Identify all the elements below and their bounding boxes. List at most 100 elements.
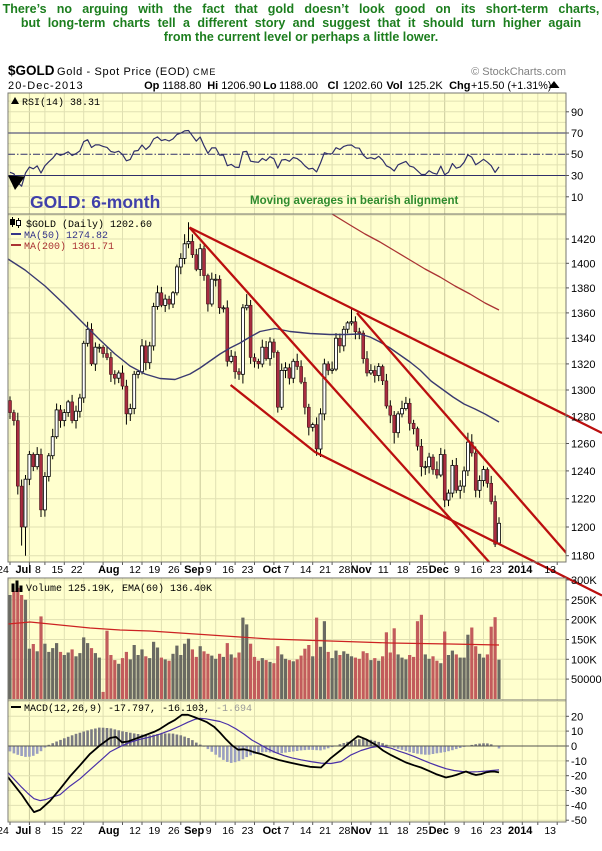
svg-text:GOLD: 6-month: GOLD: 6-month [30,192,160,212]
svg-text:8: 8 [35,564,41,576]
svg-text:Aug: Aug [98,825,119,837]
svg-text:22: 22 [71,825,83,837]
svg-text:9: 9 [454,564,460,576]
svg-text:Chg: Chg [449,80,470,92]
svg-text:21: 21 [319,564,331,576]
svg-text:15: 15 [51,825,63,837]
svg-text:Dec: Dec [429,825,449,837]
svg-text:1380: 1380 [571,283,595,295]
svg-text:CME: CME [193,67,217,77]
svg-text:Oct: Oct [263,564,282,576]
svg-text:13: 13 [544,825,556,837]
svg-text:1320: 1320 [571,359,595,371]
svg-text:22: 22 [71,564,83,576]
svg-text:9: 9 [454,825,460,837]
svg-text:23: 23 [242,564,254,576]
svg-text:7: 7 [283,825,289,837]
svg-text:10: 10 [571,192,583,204]
svg-text:Oct: Oct [263,825,282,837]
svg-text:2014: 2014 [508,564,533,576]
svg-text:16: 16 [222,564,234,576]
svg-text:1400: 1400 [571,258,595,270]
svg-text:50000: 50000 [571,674,602,686]
svg-text:24: 24 [0,564,9,576]
svg-text:1240: 1240 [571,466,595,478]
svg-text:Lo: Lo [263,80,277,92]
svg-text:$GOLD: $GOLD [8,63,55,78]
svg-text:Moving averages in bearish ali: Moving averages in bearish alignment [250,195,459,207]
svg-text:Jul: Jul [15,825,31,837]
svg-text:28: 28 [339,825,351,837]
svg-text:Sep: Sep [184,825,204,837]
svg-text:11: 11 [378,564,389,576]
svg-text:1360: 1360 [571,308,595,320]
svg-text:100K: 100K [571,654,597,666]
svg-text:Jul: Jul [15,564,31,576]
svg-text:Cl: Cl [328,80,339,92]
svg-text:14: 14 [300,564,312,576]
svg-text:13: 13 [544,564,556,576]
svg-text:16: 16 [471,825,483,837]
svg-text:25: 25 [416,825,428,837]
svg-text:12: 12 [129,825,141,837]
svg-text:9: 9 [206,825,212,837]
svg-text:MACD(12,26,9) -17.797, -16.103: MACD(12,26,9) -17.797, -16.103, [24,703,210,715]
svg-text:Op: Op [144,80,160,92]
svg-text:Sep: Sep [184,564,204,576]
svg-text:18: 18 [397,564,409,576]
svg-text:1206.90: 1206.90 [221,80,261,92]
svg-text:125.2K: 125.2K [408,80,444,92]
svg-text:© StockCharts.com: © StockCharts.com [471,66,566,78]
svg-text:16: 16 [222,825,234,837]
svg-text:1420: 1420 [571,234,595,246]
svg-text:-10: -10 [571,756,587,768]
svg-text:250K: 250K [571,595,597,607]
svg-text:Volume 125.19K, EMA(60) 136.40: Volume 125.19K, EMA(60) 136.40K [26,583,212,595]
svg-text:90: 90 [571,107,583,119]
svg-text:1220: 1220 [571,494,595,506]
svg-text:24: 24 [0,825,9,837]
svg-text:1188.00: 1188.00 [279,80,318,92]
svg-text:-1.694: -1.694 [216,704,252,715]
svg-text:Gold - Spot Price (EOD): Gold - Spot Price (EOD) [57,66,190,78]
svg-text:10: 10 [571,726,583,738]
svg-text:1180: 1180 [571,551,595,563]
svg-text:50: 50 [571,149,583,161]
svg-text:9: 9 [206,564,212,576]
svg-text:19: 19 [149,564,161,576]
svg-text:200K: 200K [571,615,597,627]
svg-text:150K: 150K [571,635,597,647]
svg-text:Nov: Nov [351,564,373,576]
svg-text:26: 26 [168,825,180,837]
svg-text:$GOLD (Daily) 1202.60: $GOLD (Daily) 1202.60 [26,219,152,231]
svg-text:1260: 1260 [571,439,595,451]
svg-text:30: 30 [571,171,583,183]
svg-text:Vol: Vol [386,80,402,92]
svg-text:1300: 1300 [571,385,595,397]
svg-text:from the current level or perh: from the current level or perhaps a litt… [164,30,438,44]
svg-text:23: 23 [490,825,502,837]
svg-text:26: 26 [168,564,180,576]
svg-text:Dec: Dec [429,564,449,576]
svg-text:+15.50 (+1.31%): +15.50 (+1.31%) [471,80,551,92]
svg-text:7: 7 [283,564,289,576]
svg-text:Nov: Nov [351,825,373,837]
svg-text:1202.60: 1202.60 [343,80,383,92]
svg-text:8: 8 [35,825,41,837]
svg-text:There’s no arguing with the fa: There’s no arguing with the fact that go… [3,2,600,16]
svg-text:70: 70 [571,128,583,140]
svg-text:20-Dec-2013: 20-Dec-2013 [8,80,84,92]
svg-text:-30: -30 [571,786,587,798]
svg-text:300K: 300K [571,575,597,587]
svg-text:11: 11 [378,825,389,837]
svg-text:but long-term charts tell a di: but long-term charts tell a different st… [21,16,581,30]
svg-text:25: 25 [416,564,428,576]
svg-text:20: 20 [571,711,583,723]
svg-text:1340: 1340 [571,333,595,345]
svg-text:18: 18 [397,825,409,837]
svg-text:1188.80: 1188.80 [162,80,201,92]
svg-text:-50: -50 [571,815,587,827]
svg-text:1200: 1200 [571,522,595,534]
svg-text:28: 28 [339,564,351,576]
svg-text:15: 15 [51,564,63,576]
